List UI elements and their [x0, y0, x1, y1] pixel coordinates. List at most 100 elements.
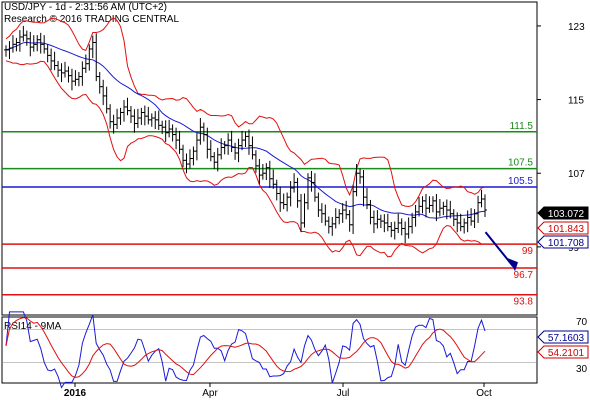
- price-bar: [97, 71, 102, 94]
- price-bar: [233, 142, 238, 160]
- price-bar: [14, 37, 19, 52]
- price-bar: [274, 179, 279, 201]
- price-bar: [170, 124, 175, 142]
- value-box-label: 103.072: [548, 209, 585, 220]
- price-bar: [483, 194, 487, 217]
- price-bar: [285, 192, 290, 212]
- price-bar: [479, 189, 484, 208]
- price-bar: [187, 149, 192, 169]
- price-bar: [87, 44, 92, 71]
- price-bar: [243, 131, 248, 147]
- level-label: 107.5: [508, 158, 533, 169]
- price-bar: [142, 105, 147, 126]
- x-tick-label: 2016: [64, 388, 87, 399]
- price-bar: [364, 187, 369, 210]
- price-bar: [267, 160, 272, 188]
- lower-band-line: [5, 60, 485, 258]
- price-bar: [184, 153, 189, 174]
- price-bar: [392, 221, 397, 240]
- price-bar: [323, 204, 328, 226]
- price-bar: [375, 210, 380, 229]
- price-bar: [430, 196, 435, 213]
- price-bar: [132, 109, 137, 133]
- price-bar: [437, 199, 442, 217]
- price-bar: [358, 168, 363, 184]
- price-bar: [368, 199, 373, 225]
- price-bar: [10, 35, 15, 53]
- price-bar: [115, 108, 120, 130]
- price-bar: [382, 214, 387, 233]
- price-bar: [347, 210, 352, 232]
- rsi-ma-line: [5, 317, 486, 378]
- forecast-arrow-head: [508, 258, 518, 272]
- price-bar: [219, 138, 224, 160]
- price-bar: [156, 110, 161, 130]
- price-bar: [208, 140, 213, 162]
- y-tick-label: 123: [568, 22, 585, 33]
- price-bar: [104, 86, 109, 114]
- price-bar: [458, 213, 463, 232]
- price-bar: [17, 30, 22, 52]
- price-bar: [406, 217, 411, 239]
- price-bar: [403, 221, 408, 244]
- price-bar: [410, 212, 415, 234]
- price-bar: [222, 141, 227, 155]
- rsi-label: RSI14 - 9MA: [4, 321, 62, 332]
- price-bar: [90, 35, 95, 59]
- price-bar: [83, 54, 88, 73]
- price-bar: [351, 184, 356, 234]
- price-bar: [28, 31, 33, 57]
- price-bar: [24, 30, 29, 46]
- price-bar: [236, 138, 241, 163]
- price-bar: [7, 41, 12, 60]
- price-bar: [292, 173, 297, 193]
- price-bar: [399, 218, 404, 236]
- price-bar: [59, 63, 64, 83]
- price-bar: [417, 197, 422, 217]
- price-bar: [229, 130, 234, 153]
- price-bar: [111, 114, 116, 134]
- price-bar: [278, 186, 283, 212]
- price-bar: [135, 108, 140, 129]
- price-bar: [434, 193, 439, 222]
- price-bar: [326, 216, 331, 234]
- price-bar: [226, 133, 231, 155]
- value-box-label: 101.708: [548, 238, 585, 249]
- price-bar: [465, 210, 470, 233]
- price-bar: [108, 104, 113, 129]
- rsi-value-label: 54.2101: [548, 348, 585, 359]
- level-label: 99: [522, 246, 534, 257]
- price-bar: [253, 150, 258, 173]
- price-bar: [469, 208, 474, 226]
- chart-copyright: Research © 2016 TRADING CENTRAL: [4, 14, 180, 25]
- price-bar: [80, 61, 85, 86]
- price-bar: [181, 144, 186, 168]
- price-bar: [316, 192, 321, 217]
- price-bar: [122, 100, 127, 122]
- price-bar: [462, 218, 467, 234]
- price-bar: [118, 107, 123, 125]
- price-bar: [271, 169, 276, 189]
- price-bar: [413, 204, 418, 227]
- price-bar: [281, 193, 286, 210]
- price-bar: [21, 25, 26, 42]
- price-bar: [427, 196, 432, 213]
- y-tick-label: 115: [568, 96, 584, 107]
- level-label: 111.5: [509, 121, 533, 132]
- upper-band-line: [5, 17, 486, 208]
- price-bar: [212, 152, 217, 170]
- price-bar: [42, 35, 47, 54]
- price-bar: [385, 213, 390, 232]
- moving-average-line: [5, 41, 486, 219]
- price-bar: [396, 213, 401, 234]
- price-bar: [215, 147, 220, 172]
- price-bar: [146, 106, 151, 125]
- value-box-red: [537, 221, 589, 235]
- level-label: 105.5: [508, 176, 533, 187]
- price-bar: [73, 70, 78, 86]
- price-bar: [299, 193, 304, 233]
- price-bar: [153, 111, 158, 130]
- value-box-price: [537, 206, 589, 220]
- price-bar: [472, 209, 477, 229]
